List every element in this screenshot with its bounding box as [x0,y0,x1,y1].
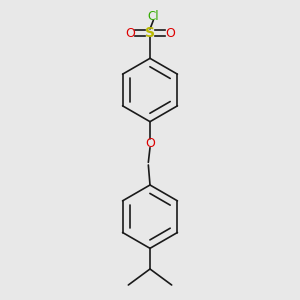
Text: O: O [125,27,135,40]
Text: O: O [165,27,175,40]
Text: S: S [145,26,155,40]
Text: O: O [145,137,155,150]
Text: Cl: Cl [148,10,159,22]
